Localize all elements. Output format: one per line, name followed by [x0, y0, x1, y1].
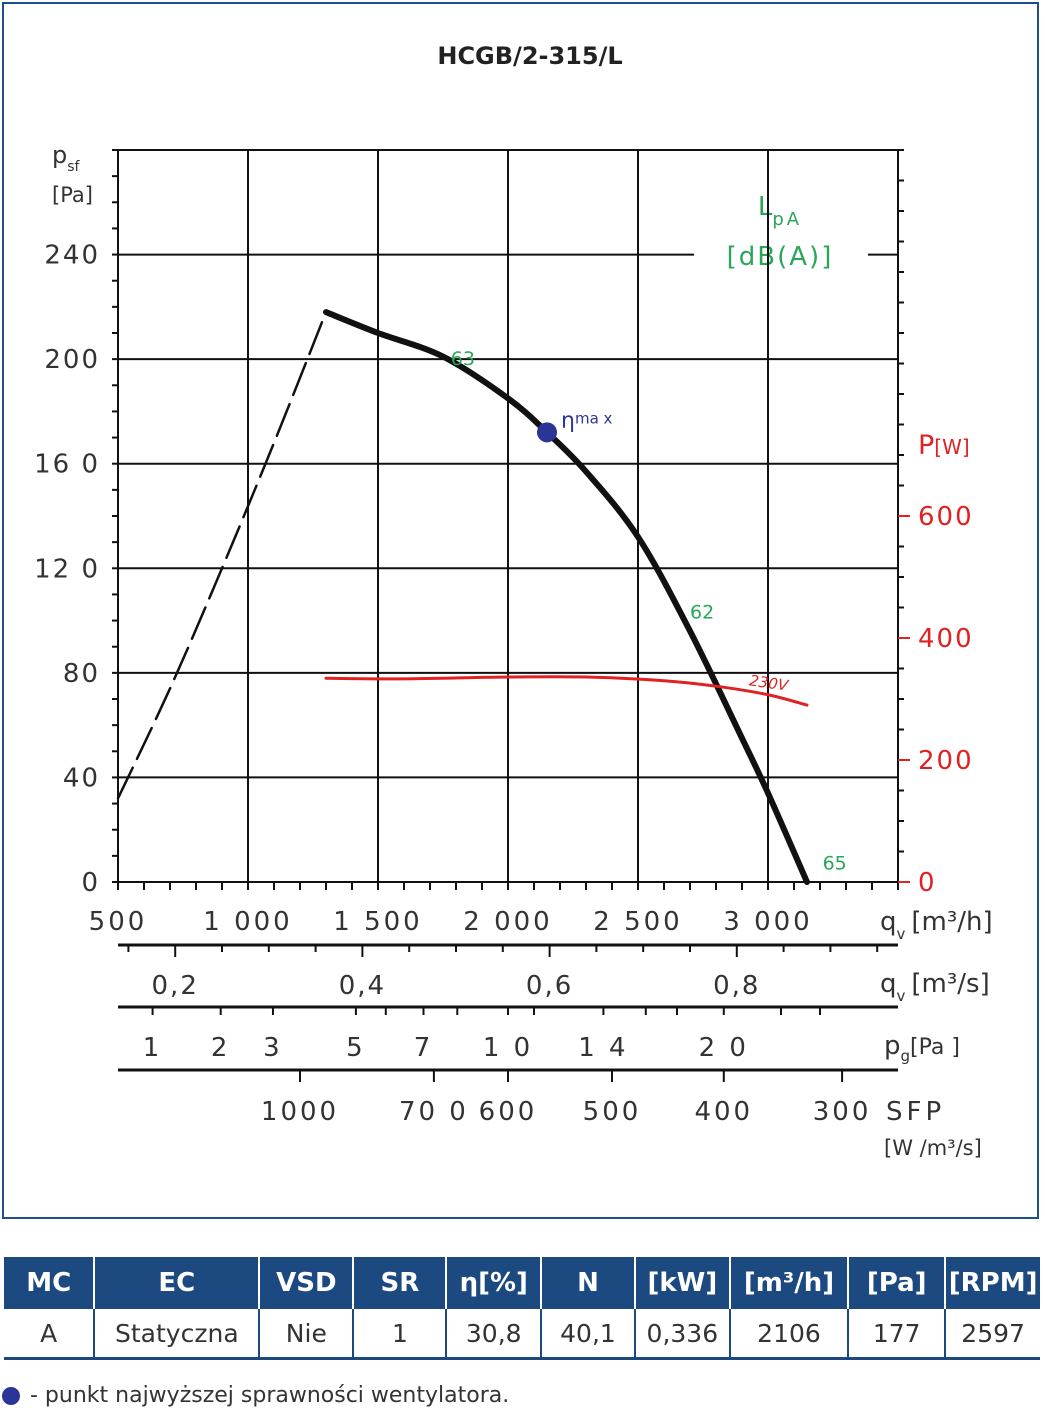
col-header: [kW]: [633, 1257, 730, 1309]
y-left-tick-label: 80: [63, 659, 100, 689]
qs-tick-label: 0,8: [713, 971, 760, 1001]
table-row: A Statyczna Nie 1 30,8 40,1 0,336 2106 1…: [4, 1309, 1040, 1360]
table-cell: 1: [352, 1309, 447, 1360]
footnote-text: - punkt najwyższej sprawności wentylator…: [30, 1383, 510, 1408]
pg-tick-label: 5: [346, 1033, 366, 1063]
y-right-tick-label: 600: [918, 502, 974, 532]
noise-level-label: 62: [690, 602, 714, 624]
y-left-tick-label: 200: [44, 345, 100, 375]
sfp-tick-label: 500: [583, 1097, 642, 1127]
col-header: [Pa]: [847, 1257, 946, 1309]
series-power: [324, 675, 809, 707]
series: 230V 63 62 65 ηma x: [116, 309, 847, 885]
pg-tick-label: 2 0: [699, 1033, 749, 1063]
eta-max-point: [537, 422, 557, 443]
sfp-tick-label: 300: [813, 1097, 872, 1127]
x-tick-label: 1 000: [203, 907, 292, 937]
series-fan_curve_unstable: [116, 310, 328, 800]
pg-tick-label: 3: [263, 1033, 283, 1063]
y-right-tick-label: 200: [918, 746, 974, 776]
col-header: SR: [352, 1257, 447, 1309]
x-tick-label: 500: [89, 907, 148, 937]
x-axis-title-m3s: qv [m³/s]: [880, 969, 990, 1005]
y-left-axis-title: psf: [52, 141, 81, 175]
table-cell: 2597: [944, 1309, 1040, 1360]
qs-tick-label: 0,2: [152, 971, 199, 1001]
pg-tick-label: 7: [414, 1033, 434, 1063]
pg-tick-label: 2: [211, 1033, 231, 1063]
sfp-tick-label: 70 0: [399, 1097, 469, 1127]
pg-tick-label: 1 0: [483, 1033, 533, 1063]
col-header: MC: [4, 1257, 95, 1309]
noise-level-label: 65: [823, 853, 847, 875]
qs-tick-label: 0,6: [526, 971, 573, 1001]
col-header: η[%]: [445, 1257, 542, 1309]
y-right-tick-label: 400: [918, 624, 974, 654]
col-header: N: [540, 1257, 635, 1309]
eta-max-dot-icon: [2, 1386, 20, 1405]
sfp-axis-title: SFP: [886, 1097, 945, 1127]
y-left-tick-label: 0: [81, 868, 100, 898]
lpa-unit: [dB(A)]: [727, 242, 834, 272]
chart-title: HCGB/2-315/L: [437, 42, 622, 70]
pg-tick-label: 1 4: [578, 1033, 628, 1063]
chart-frame: [2, 2, 1039, 1219]
x-tick-label: 2 000: [463, 907, 552, 937]
qs-tick-label: 0,4: [339, 971, 386, 1001]
sfp-axis-unit: [W /m³/s]: [884, 1136, 982, 1160]
table-cell: Statyczna: [93, 1309, 260, 1360]
table-cell: 30,8: [445, 1309, 542, 1360]
y-left-tick-label: 12 0: [34, 554, 100, 584]
y-left-axis-unit: [Pa]: [52, 183, 93, 207]
table-cell: 0,336: [633, 1309, 730, 1360]
y-left-tick-label: 40: [63, 763, 100, 793]
sfp-tick-label: 1000: [261, 1097, 339, 1127]
table-cell: 2106: [728, 1309, 849, 1360]
x-tick-label: 3 000: [723, 907, 812, 937]
sfp-tick-label: 400: [694, 1097, 753, 1127]
lpa-label: LpA: [758, 192, 802, 230]
noise-level-label: 63: [451, 348, 475, 370]
fan-chart: HCGB/2-315/L psf [Pa] P[W] LpA [dB(A)] 0…: [34, 42, 993, 1160]
y-right-axis-title: P[W]: [918, 430, 970, 461]
x-tick-label: 2 500: [593, 907, 682, 937]
table-cell: Nie: [258, 1309, 354, 1360]
table-cell: 177: [847, 1309, 946, 1360]
pg-axis-title: pg[Pa ]: [884, 1031, 960, 1065]
y-right-tick-label: 0: [918, 868, 937, 898]
power-series-label: 230V: [748, 671, 791, 694]
y-left-tick-label: 16 0: [34, 450, 100, 480]
col-header: VSD: [258, 1257, 354, 1309]
col-header: [RPM]: [944, 1257, 1040, 1309]
col-header: EC: [93, 1257, 260, 1309]
eta-max-label: ηma x: [561, 408, 613, 433]
performance-table: MC EC VSD SR η[%] N [kW] [m³/h] [Pa] [RP…: [4, 1257, 1040, 1360]
table-header-row: MC EC VSD SR η[%] N [kW] [m³/h] [Pa] [RP…: [4, 1257, 1040, 1309]
table-cell: 40,1: [540, 1309, 635, 1360]
pg-tick-label: 1: [143, 1033, 163, 1063]
y-left-tick-label: 240: [44, 241, 100, 271]
x-axis-title-m3h: qv [m³/h]: [880, 907, 993, 943]
table-cell: A: [4, 1309, 95, 1360]
x-tick-label: 1 500: [333, 907, 422, 937]
col-header: [m³/h]: [728, 1257, 849, 1309]
series-fan_curve: [323, 309, 810, 885]
sfp-tick-label: 600: [479, 1097, 538, 1127]
footnote: - punkt najwyższej sprawności wentylator…: [2, 1383, 509, 1408]
